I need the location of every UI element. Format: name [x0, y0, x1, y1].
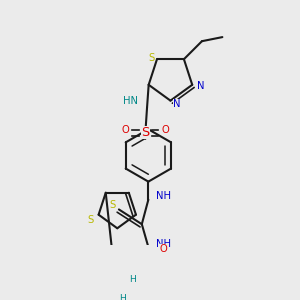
Text: NH: NH — [156, 190, 171, 200]
Text: O: O — [159, 244, 167, 254]
Text: O: O — [121, 125, 129, 135]
Text: S: S — [148, 52, 154, 63]
Text: S: S — [109, 200, 116, 210]
Text: O: O — [162, 125, 170, 135]
Text: NH: NH — [156, 239, 171, 249]
Text: N: N — [197, 81, 204, 92]
Text: S: S — [87, 214, 94, 225]
Text: S: S — [141, 126, 149, 139]
Text: HN: HN — [123, 96, 138, 106]
Text: N: N — [173, 99, 181, 109]
Text: H: H — [120, 294, 126, 300]
Text: H: H — [129, 275, 136, 284]
